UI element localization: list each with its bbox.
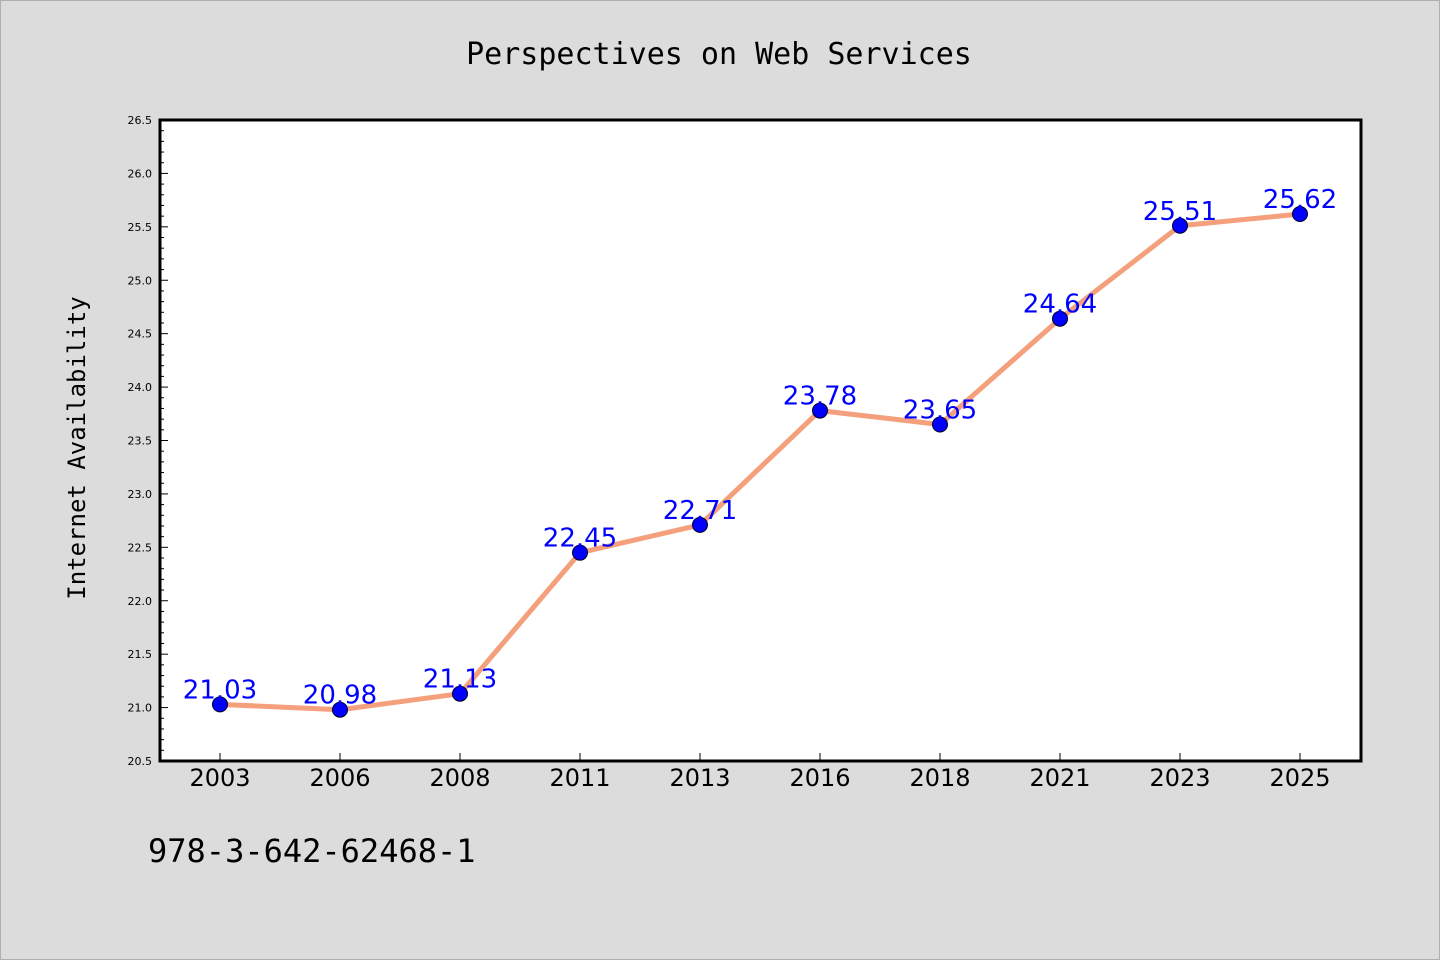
data-label: 22.71 — [663, 496, 737, 526]
y-tick-label: 25.0 — [128, 274, 153, 287]
x-tick-label: 2018 — [909, 764, 970, 792]
y-tick-label: 21.0 — [128, 702, 153, 715]
y-tick-label: 25.5 — [128, 221, 153, 234]
data-point — [332, 701, 348, 718]
data-label: 23.65 — [903, 395, 977, 425]
y-tick-label: 24.0 — [128, 381, 153, 394]
plot-frame — [158, 118, 1363, 763]
data-point — [212, 696, 228, 713]
y-tick-label: 24.5 — [128, 328, 153, 341]
data-point — [812, 402, 828, 419]
data-point — [1292, 206, 1308, 223]
y-tick-label: 22.5 — [128, 541, 153, 554]
data-label: 23.78 — [783, 382, 857, 412]
y-tick-label: 26.5 — [128, 114, 153, 127]
marker-layer — [212, 206, 1308, 718]
x-tick-label: 2006 — [309, 764, 370, 792]
x-tick-label: 2023 — [1149, 764, 1210, 792]
data-label: 21.03 — [183, 675, 257, 705]
y-tick-label: 26.0 — [128, 167, 153, 180]
plot-area — [160, 120, 1361, 761]
data-label: 24.64 — [1023, 290, 1097, 320]
y-tick-label: 21.5 — [128, 648, 153, 661]
x-axis-ticks: 2003 2006 2008 2011 2013 2016 2018 2021 2023 2025 — [189, 753, 1331, 792]
data-point — [1172, 217, 1188, 234]
data-label: 22.45 — [543, 524, 617, 554]
x-tick-label: 2003 — [189, 764, 250, 792]
x-tick-label: 2021 — [1029, 764, 1090, 792]
data-point — [452, 685, 468, 702]
series-layer — [217, 211, 1303, 713]
data-point — [932, 416, 948, 433]
x-tick-label: 2016 — [789, 764, 850, 792]
y-tick-label: 22.0 — [128, 595, 153, 608]
series-line — [217, 211, 1303, 713]
data-point — [1052, 310, 1068, 327]
data-label: 25.51 — [1143, 197, 1217, 227]
isbn-text: 978-3-642-62468-1 — [148, 832, 476, 870]
data-point — [572, 544, 588, 561]
data-label: 25.62 — [1263, 185, 1337, 215]
x-tick-label: 2008 — [429, 764, 490, 792]
chart-title: Perspectives on Web Services — [466, 37, 972, 72]
x-tick-label: 2025 — [1269, 764, 1330, 792]
x-tick-label: 2011 — [549, 764, 610, 792]
y-axis-label: Internet Availability — [63, 296, 91, 599]
y-tick-label: 20.5 — [128, 755, 153, 768]
x-tick-label: 2013 — [669, 764, 730, 792]
data-label-layer: 21.03 20.98 21.13 22.45 22.71 23.78 23.65 24.64… — [183, 185, 1337, 711]
y-tick-label: 23.5 — [128, 435, 153, 448]
data-label: 20.98 — [303, 681, 377, 711]
data-label: 21.13 — [423, 665, 497, 695]
data-point — [692, 516, 708, 533]
y-tick-label: 23.0 — [128, 488, 153, 501]
